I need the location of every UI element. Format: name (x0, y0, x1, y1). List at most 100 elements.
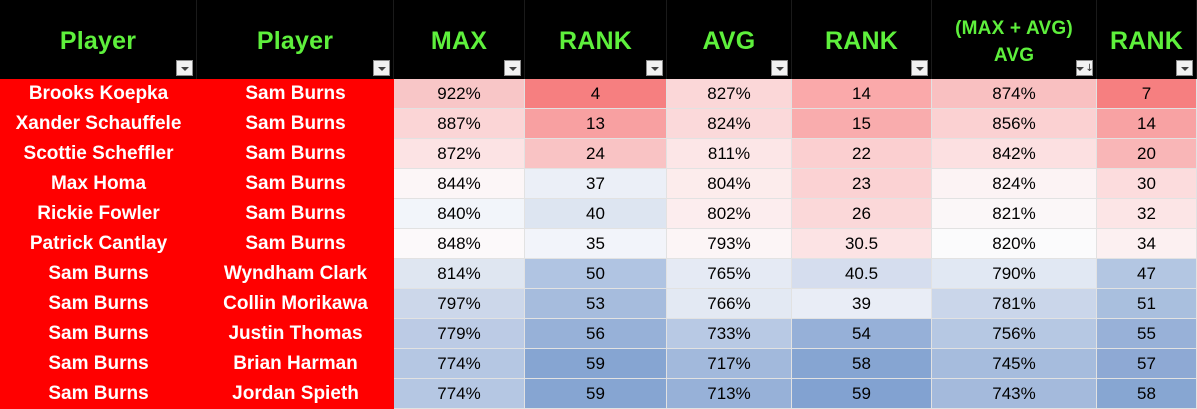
cell-combined[interactable]: 745% (932, 349, 1097, 379)
cell-max[interactable]: 779% (394, 319, 525, 349)
cell-avg[interactable]: 793% (667, 229, 792, 259)
cell-combined[interactable]: 781% (932, 289, 1097, 319)
cell-max[interactable]: 922% (394, 79, 525, 109)
cell-avg-rank[interactable]: 40.5 (792, 259, 932, 289)
cell-player1[interactable]: Rickie Fowler (0, 199, 197, 229)
cell-avg-rank[interactable]: 15 (792, 109, 932, 139)
cell-max[interactable]: 872% (394, 139, 525, 169)
cell-combined[interactable]: 842% (932, 139, 1097, 169)
header-player-column[interactable]: Player (0, 0, 197, 79)
cell-max[interactable]: 840% (394, 199, 525, 229)
cell-avg-rank[interactable]: 14 (792, 79, 932, 109)
cell-avg-rank[interactable]: 23 (792, 169, 932, 199)
cell-combined[interactable]: 820% (932, 229, 1097, 259)
cell-rank[interactable]: 7 (1097, 79, 1197, 109)
cell-avg[interactable]: 713% (667, 379, 792, 409)
filter-dropdown-button[interactable] (373, 60, 390, 76)
filter-dropdown-button[interactable] (771, 60, 788, 76)
cell-combined[interactable]: 821% (932, 199, 1097, 229)
header-combined-avg-column[interactable]: (MAX + AVG) AVG ↓ (932, 0, 1097, 79)
cell-max-rank[interactable]: 13 (525, 109, 667, 139)
cell-player1[interactable]: Max Homa (0, 169, 197, 199)
cell-rank[interactable]: 58 (1097, 379, 1197, 409)
cell-avg-rank[interactable]: 54 (792, 319, 932, 349)
cell-avg[interactable]: 824% (667, 109, 792, 139)
cell-player2[interactable]: Wyndham Clark (197, 259, 394, 289)
header-rank-column[interactable]: RANK (1097, 0, 1197, 79)
cell-player2[interactable]: Justin Thomas (197, 319, 394, 349)
cell-player2[interactable]: Collin Morikawa (197, 289, 394, 319)
cell-player2[interactable]: Sam Burns (197, 109, 394, 139)
cell-player1[interactable]: Sam Burns (0, 259, 197, 289)
cell-combined[interactable]: 856% (932, 109, 1097, 139)
cell-player1[interactable]: Sam Burns (0, 319, 197, 349)
header-max-column[interactable]: MAX (394, 0, 525, 79)
cell-max[interactable]: 844% (394, 169, 525, 199)
cell-max-rank[interactable]: 40 (525, 199, 667, 229)
cell-rank[interactable]: 51 (1097, 289, 1197, 319)
cell-max[interactable]: 814% (394, 259, 525, 289)
cell-max-rank[interactable]: 24 (525, 139, 667, 169)
cell-rank[interactable]: 32 (1097, 199, 1197, 229)
cell-avg[interactable]: 802% (667, 199, 792, 229)
cell-combined[interactable]: 874% (932, 79, 1097, 109)
cell-combined[interactable]: 790% (932, 259, 1097, 289)
filter-dropdown-button[interactable] (504, 60, 521, 76)
cell-avg[interactable]: 766% (667, 289, 792, 319)
cell-player2[interactable]: Brian Harman (197, 349, 394, 379)
cell-rank[interactable]: 34 (1097, 229, 1197, 259)
cell-rank[interactable]: 57 (1097, 349, 1197, 379)
cell-combined[interactable]: 743% (932, 379, 1097, 409)
cell-max[interactable]: 887% (394, 109, 525, 139)
cell-player2[interactable]: Sam Burns (197, 229, 394, 259)
filter-dropdown-button[interactable] (911, 60, 928, 76)
cell-avg-rank[interactable]: 26 (792, 199, 932, 229)
cell-max[interactable]: 848% (394, 229, 525, 259)
cell-avg-rank[interactable]: 30.5 (792, 229, 932, 259)
cell-rank[interactable]: 47 (1097, 259, 1197, 289)
cell-player2[interactable]: Jordan Spieth (197, 379, 394, 409)
sort-filter-dropdown-button[interactable]: ↓ (1076, 60, 1094, 76)
cell-max-rank[interactable]: 37 (525, 169, 667, 199)
header-max-rank-column[interactable]: RANK (525, 0, 667, 79)
cell-avg-rank[interactable]: 39 (792, 289, 932, 319)
cell-max-rank[interactable]: 53 (525, 289, 667, 319)
cell-max-rank[interactable]: 35 (525, 229, 667, 259)
cell-rank[interactable]: 14 (1097, 109, 1197, 139)
cell-player1[interactable]: Sam Burns (0, 289, 197, 319)
cell-player2[interactable]: Sam Burns (197, 139, 394, 169)
header-avg-rank-column[interactable]: RANK (792, 0, 932, 79)
cell-player2[interactable]: Sam Burns (197, 79, 394, 109)
cell-player1[interactable]: Scottie Scheffler (0, 139, 197, 169)
cell-player1[interactable]: Patrick Cantlay (0, 229, 197, 259)
cell-max-rank[interactable]: 4 (525, 79, 667, 109)
cell-avg[interactable]: 811% (667, 139, 792, 169)
cell-max[interactable]: 774% (394, 379, 525, 409)
header-player-column-2[interactable]: Player (197, 0, 394, 79)
filter-dropdown-button[interactable] (176, 60, 193, 76)
cell-avg-rank[interactable]: 59 (792, 379, 932, 409)
cell-combined[interactable]: 824% (932, 169, 1097, 199)
cell-player1[interactable]: Sam Burns (0, 379, 197, 409)
cell-player2[interactable]: Sam Burns (197, 169, 394, 199)
cell-max-rank[interactable]: 59 (525, 349, 667, 379)
cell-avg-rank[interactable]: 22 (792, 139, 932, 169)
cell-avg[interactable]: 717% (667, 349, 792, 379)
cell-player2[interactable]: Sam Burns (197, 199, 394, 229)
cell-avg[interactable]: 733% (667, 319, 792, 349)
cell-max-rank[interactable]: 59 (525, 379, 667, 409)
cell-avg[interactable]: 765% (667, 259, 792, 289)
cell-rank[interactable]: 55 (1097, 319, 1197, 349)
cell-avg[interactable]: 827% (667, 79, 792, 109)
cell-max[interactable]: 797% (394, 289, 525, 319)
cell-rank[interactable]: 30 (1097, 169, 1197, 199)
cell-max[interactable]: 774% (394, 349, 525, 379)
header-avg-column[interactable]: AVG (667, 0, 792, 79)
filter-dropdown-button[interactable] (1176, 60, 1193, 76)
cell-max-rank[interactable]: 50 (525, 259, 667, 289)
cell-avg[interactable]: 804% (667, 169, 792, 199)
cell-rank[interactable]: 20 (1097, 139, 1197, 169)
cell-player1[interactable]: Xander Schauffele (0, 109, 197, 139)
filter-dropdown-button[interactable] (646, 60, 663, 76)
cell-avg-rank[interactable]: 58 (792, 349, 932, 379)
